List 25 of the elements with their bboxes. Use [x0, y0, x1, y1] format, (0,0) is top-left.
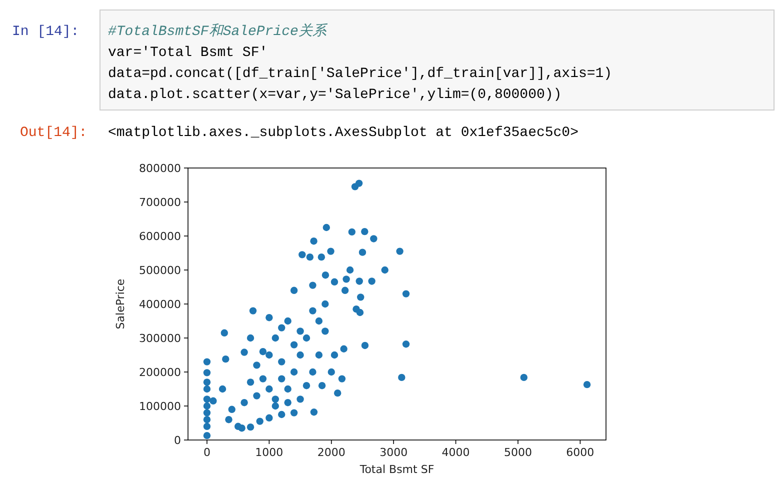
x-tick-label: 6000 [566, 446, 594, 459]
x-tick-label: 3000 [380, 446, 408, 459]
text: <matplotlib.axes._subplots.AxesSubplot at 0x1ef35aec5c0> [108, 125, 578, 141]
x-tick-label: 4000 [442, 446, 470, 459]
x-tick-label: 1000 [255, 446, 284, 459]
x-tick-label: 2000 [317, 446, 346, 459]
x-axis-title: Total Bsmt SF [358, 463, 434, 476]
y-tick-label: 300000 [139, 332, 181, 345]
text: #TotalBsmtSF和SalePrice关系 [108, 23, 328, 40]
text: var='Total Bsmt SF' [108, 45, 268, 61]
y-tick-label: 500000 [139, 264, 181, 277]
y-tick-label: 700000 [139, 196, 181, 209]
y-tick-label: 0 [174, 434, 181, 447]
y-tick-label: 800000 [139, 162, 181, 175]
text: In [14]: [12, 24, 80, 40]
text: Out[14]: [20, 125, 88, 141]
x-tick-label: 0 [203, 446, 210, 459]
x-tick-label: 5000 [504, 446, 532, 459]
text: data.plot.scatter(x=var,y='SalePrice',ylim=(0,800000)) [108, 87, 562, 103]
y-tick-label: 600000 [139, 230, 181, 243]
y-tick-label: 200000 [139, 366, 181, 379]
y-axis-title: SalePrice [114, 278, 127, 330]
y-tick-label: 100000 [139, 400, 181, 413]
y-tick-label: 400000 [139, 298, 181, 311]
text: data=pd.concat([df_train['SalePrice'],df_train[var]],axis=1) [108, 66, 612, 82]
